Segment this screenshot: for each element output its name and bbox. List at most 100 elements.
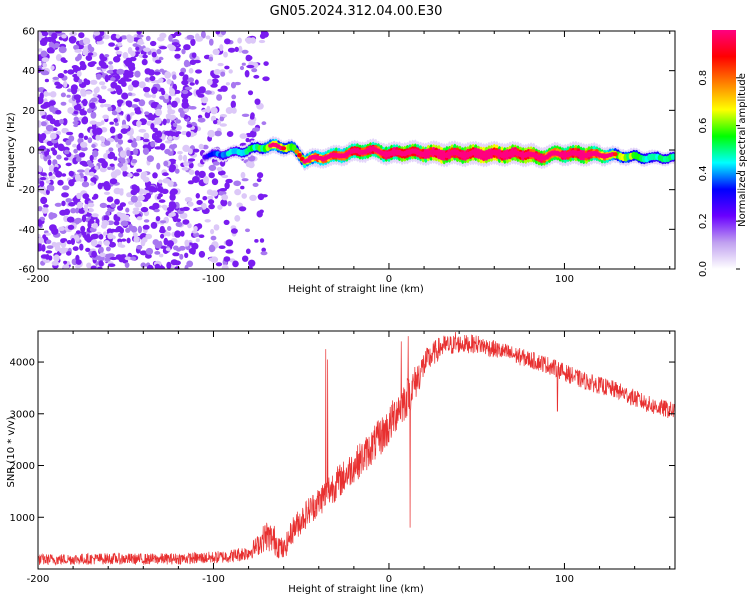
noise-blob xyxy=(38,237,44,244)
noise-blob xyxy=(181,48,186,55)
noise-blob xyxy=(57,179,64,186)
noise-blob xyxy=(130,104,139,108)
chart-title: GN05.2024.312.04.00.E30 xyxy=(270,4,443,19)
noise-blob xyxy=(98,98,107,104)
noise-blob xyxy=(81,214,87,223)
noise-blob xyxy=(51,227,59,235)
noise-blob xyxy=(74,217,83,224)
noise-blob xyxy=(114,46,120,51)
track-cell xyxy=(612,152,618,157)
noise-blob xyxy=(252,182,259,187)
noise-blob xyxy=(122,52,129,59)
noise-blob xyxy=(257,193,265,201)
noise-blob xyxy=(55,54,62,62)
noise-blob xyxy=(210,190,219,197)
noise-blob xyxy=(57,143,65,151)
noise-blob xyxy=(144,111,150,115)
noise-blob xyxy=(117,42,123,47)
noise-blob xyxy=(63,260,68,264)
noise-blob xyxy=(150,40,157,47)
noise-blob xyxy=(46,36,54,43)
noise-blob xyxy=(73,94,82,100)
noise-blob xyxy=(224,38,231,45)
noise-blob xyxy=(92,128,98,135)
noise-blob xyxy=(87,52,94,56)
noise-blob xyxy=(46,245,54,250)
noise-blob xyxy=(119,213,127,221)
noise-blob xyxy=(98,234,104,240)
noise-blob xyxy=(146,155,154,163)
noise-blob xyxy=(38,166,43,173)
noise-blob xyxy=(194,79,199,85)
noise-blob xyxy=(225,249,234,254)
noise-blob xyxy=(158,265,165,269)
noise-blob xyxy=(152,172,158,179)
noise-blob xyxy=(246,55,253,61)
noise-blob xyxy=(48,171,53,177)
noise-blob xyxy=(133,98,141,103)
noise-blob xyxy=(181,79,189,86)
noise-blob xyxy=(125,207,130,213)
noise-blob xyxy=(174,230,182,238)
noise-blob xyxy=(193,232,200,238)
noise-blob xyxy=(90,79,98,85)
spectrogram-ytick-label: -40 xyxy=(19,225,35,236)
noise-blob xyxy=(168,166,176,173)
noise-blob xyxy=(60,92,66,98)
noise-blob xyxy=(136,31,142,35)
noise-blob xyxy=(108,64,114,71)
noise-blob xyxy=(211,78,219,84)
noise-blob xyxy=(253,74,260,79)
noise-blob xyxy=(156,130,163,138)
noise-blob xyxy=(45,250,53,254)
noise-blob xyxy=(46,155,52,160)
noise-blob xyxy=(92,222,98,229)
noise-blob xyxy=(98,81,106,86)
noise-blob xyxy=(186,124,193,128)
noise-blob xyxy=(136,168,143,173)
noise-blob xyxy=(249,194,257,201)
noise-blob xyxy=(90,265,97,269)
noise-blob xyxy=(96,66,101,70)
snr-xtick-label: -100 xyxy=(202,574,225,585)
spectrogram-noise xyxy=(38,31,270,269)
snr-xtick-label: 0 xyxy=(386,574,392,585)
noise-blob xyxy=(140,262,147,268)
noise-blob xyxy=(44,232,51,236)
noise-blob xyxy=(104,140,111,146)
noise-blob xyxy=(85,247,91,252)
noise-blob xyxy=(166,231,171,237)
noise-blob xyxy=(185,62,192,67)
noise-blob xyxy=(158,193,163,198)
noise-blob xyxy=(129,56,137,62)
noise-blob xyxy=(167,107,173,115)
noise-blob xyxy=(194,170,200,176)
noise-blob xyxy=(100,120,105,125)
snr-xtick-label: -200 xyxy=(27,574,50,585)
noise-blob xyxy=(124,256,132,261)
noise-blob xyxy=(79,160,88,166)
noise-blob xyxy=(170,188,178,195)
noise-blob xyxy=(193,225,198,232)
noise-blob xyxy=(109,126,116,134)
noise-blob xyxy=(115,225,123,233)
noise-blob xyxy=(172,74,177,80)
noise-blob xyxy=(51,38,57,43)
colorbar-tick-label: 0.2 xyxy=(698,213,709,229)
colorbar-label: Normalized spectral amplitude xyxy=(737,73,748,227)
noise-blob xyxy=(94,35,103,42)
noise-blob xyxy=(150,221,158,229)
noise-blob xyxy=(60,57,66,63)
snr-ytick-label: 1000 xyxy=(10,513,35,524)
noise-blob xyxy=(127,63,135,70)
noise-blob xyxy=(75,207,80,214)
noise-blob xyxy=(66,131,74,136)
noise-blob xyxy=(258,39,266,44)
noise-blob xyxy=(178,154,183,161)
noise-blob xyxy=(108,147,114,152)
noise-blob xyxy=(91,144,96,148)
noise-blob xyxy=(159,32,167,39)
noise-blob xyxy=(76,70,82,77)
noise-blob xyxy=(65,162,72,167)
noise-blob xyxy=(62,264,70,269)
